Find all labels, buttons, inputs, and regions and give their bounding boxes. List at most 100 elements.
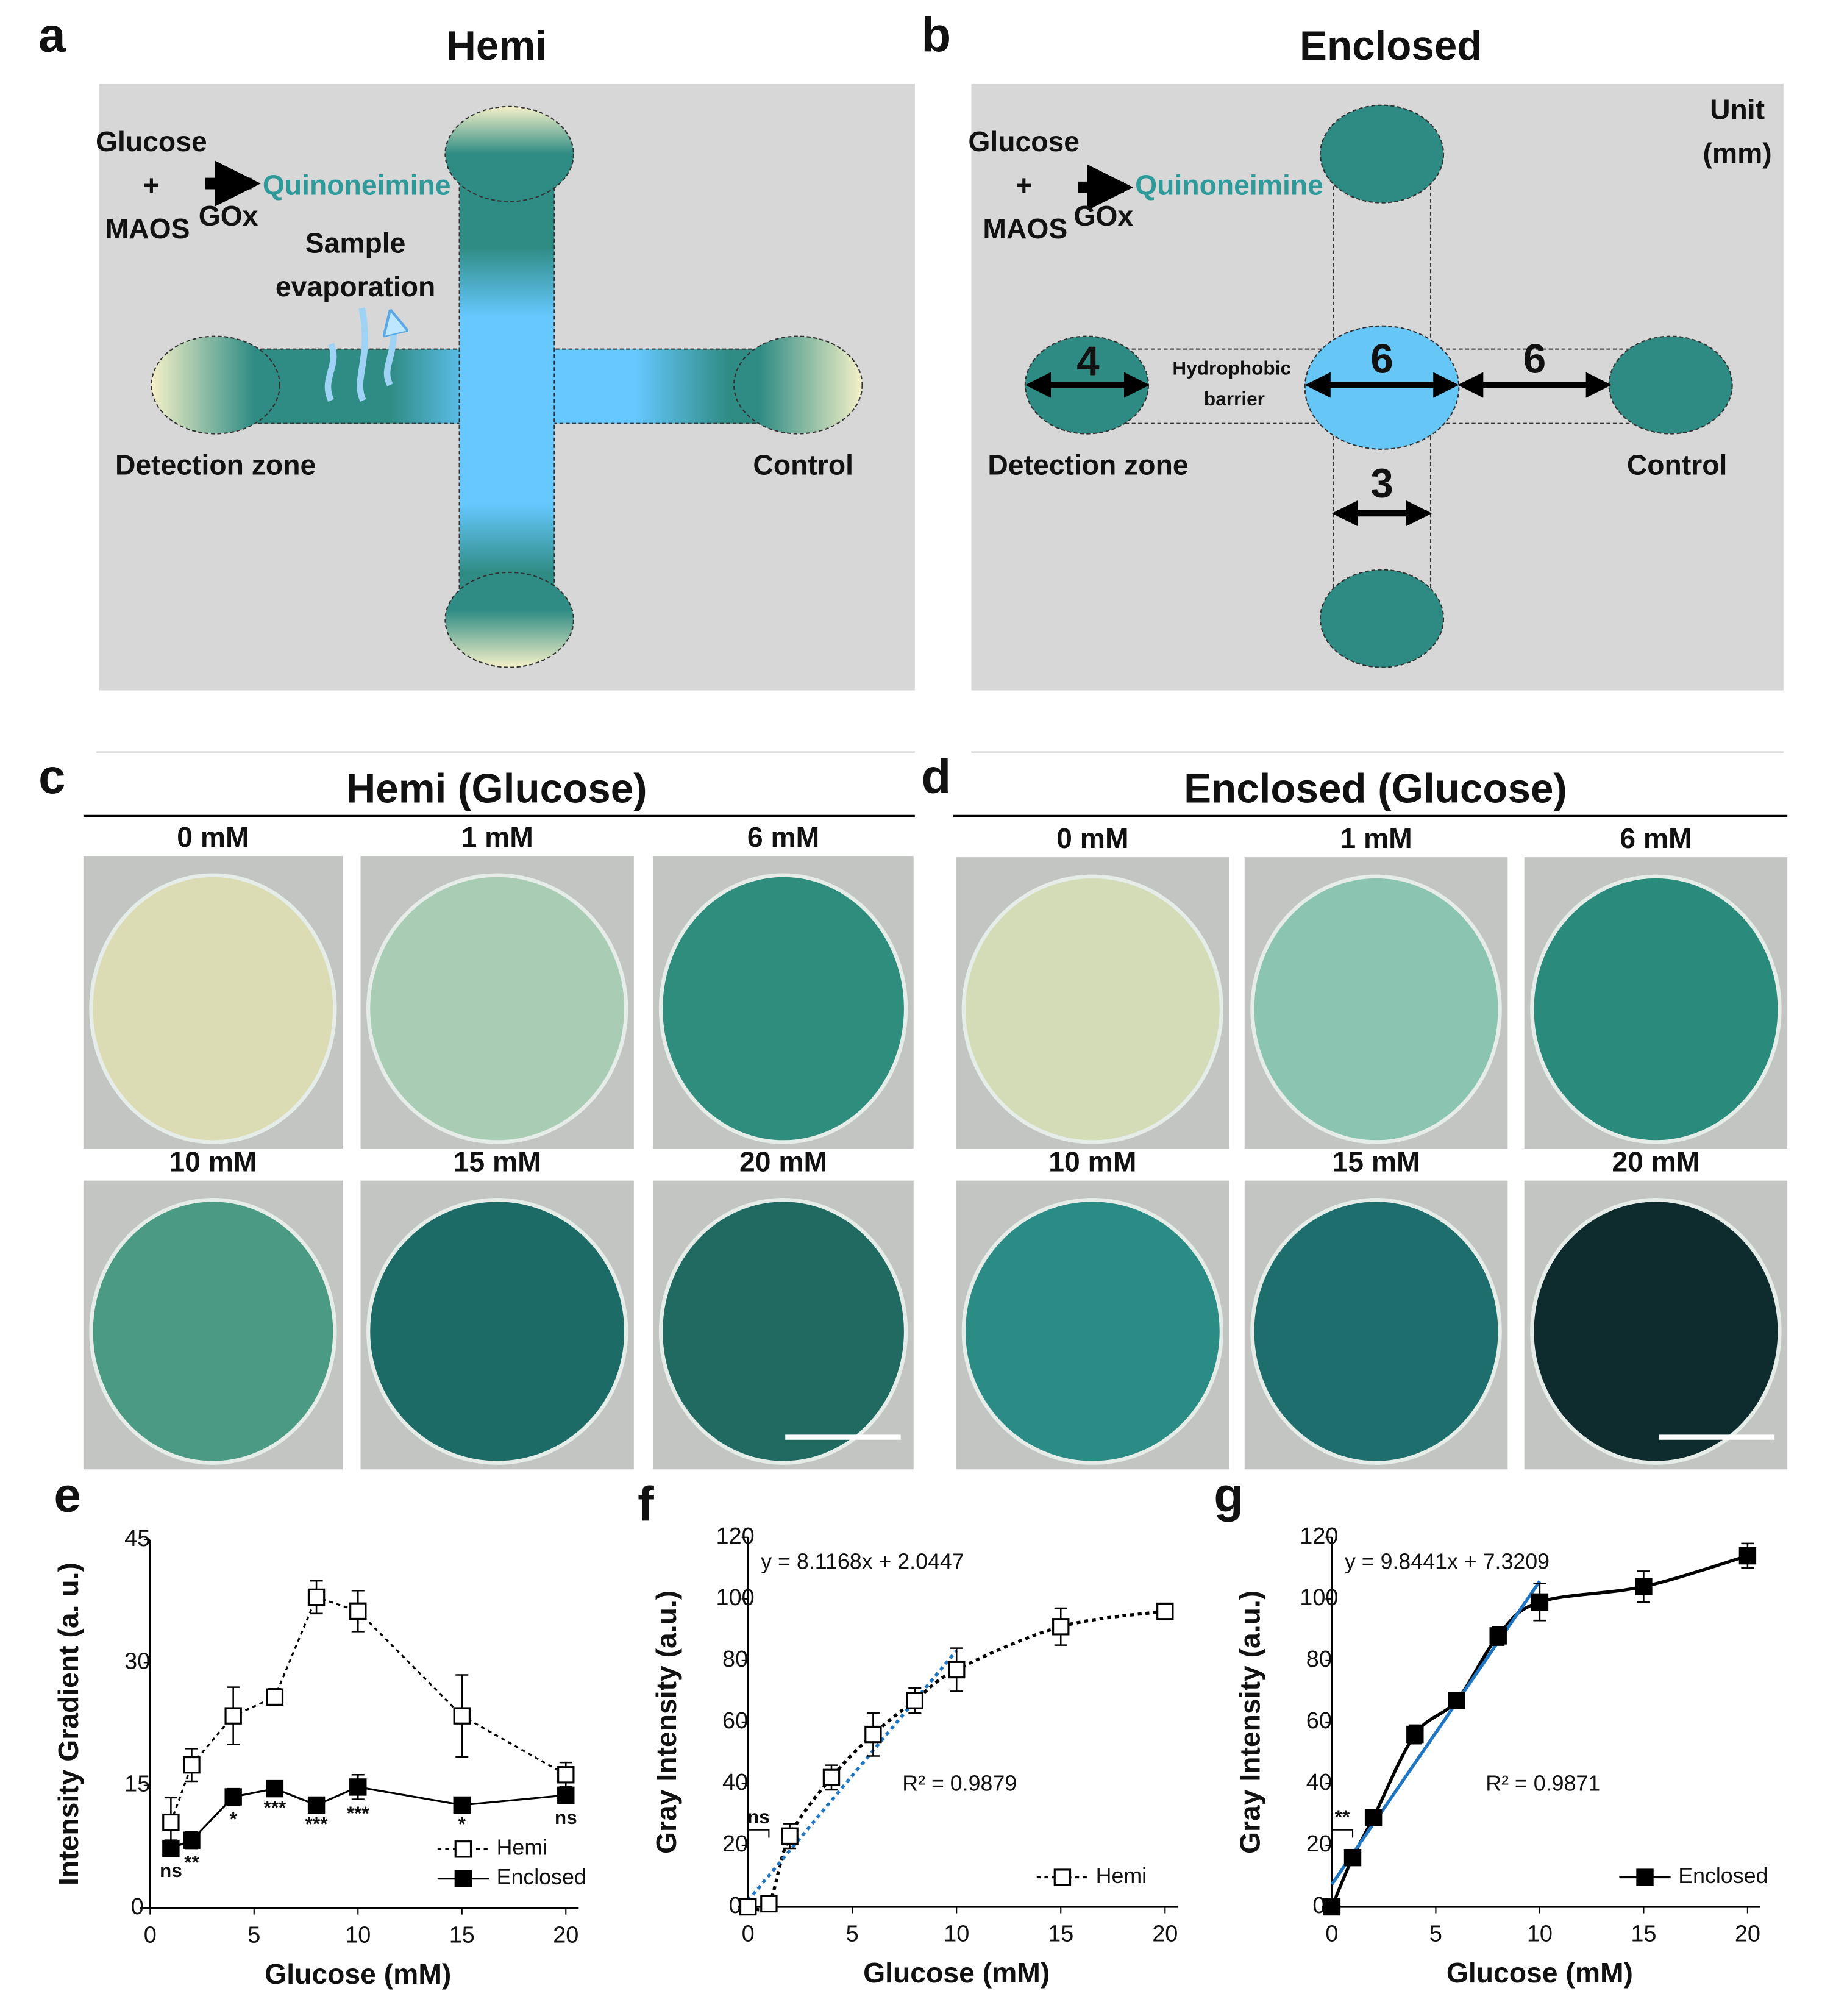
panel-letter: a (38, 7, 66, 62)
data-point (781, 1827, 799, 1845)
significance-label: ** (184, 1851, 199, 1873)
concentration-label: 10 mM (169, 1145, 257, 1177)
enzyme: GOx (199, 200, 258, 232)
detection-spot (658, 1198, 908, 1465)
reactant: Glucose (968, 126, 1080, 157)
x-tick-label: 10 (944, 1921, 969, 1947)
evaporation-label: Sample (305, 227, 406, 258)
panel-d: d Enclosed (Glucose) (921, 749, 1788, 817)
evaporation-label: evaporation (276, 271, 435, 302)
data-point (453, 1707, 471, 1725)
data-point (1406, 1725, 1424, 1744)
concentration-label: 0 mM (177, 821, 249, 853)
y-axis-label: Gray Intensity (a.u.) (650, 1590, 682, 1854)
x-tick-label: 0 (1325, 1921, 1338, 1947)
legend-label: Hemi (1096, 1864, 1147, 1888)
data-point (307, 1796, 326, 1814)
y-tick-label: 80 (1306, 1647, 1332, 1672)
y-axis-label: Gray Intensity (a.u.) (1234, 1590, 1266, 1854)
x-axis-label: Glucose (mM) (1447, 1957, 1633, 1989)
data-point (864, 1725, 882, 1744)
y-tick-label: 45 (124, 1526, 150, 1551)
zone (151, 335, 280, 435)
concentration-label: 6 mM (1620, 822, 1692, 854)
barrier-label: Hydrophobic (1172, 357, 1291, 379)
dimension-label: 4 (1076, 339, 1100, 385)
concentration-label: 6 mM (747, 821, 819, 853)
panel-title: Hemi (Glucose) (346, 766, 647, 812)
product: Quinoneimine (1135, 169, 1323, 201)
dimension-label: 6 (1370, 336, 1393, 382)
detection-spot (366, 873, 628, 1144)
y-tick-label: 120 (716, 1523, 755, 1549)
fit-equation: y = 8.1168x + 2.0447 (761, 1549, 964, 1573)
y-tick-label: 100 (1300, 1585, 1338, 1611)
detection-spot (658, 873, 908, 1144)
significance-label: ** (1335, 1806, 1350, 1828)
y-tick-label: 40 (1306, 1770, 1332, 1795)
evaporation-arrows (324, 308, 394, 402)
data-point (349, 1778, 367, 1796)
concentration-label: 15 mM (1332, 1145, 1420, 1177)
data-point (1156, 1602, 1174, 1620)
data-point (349, 1602, 367, 1620)
y-tick-label: 80 (722, 1647, 748, 1672)
detection-spot (89, 873, 337, 1144)
panel-title: Enclosed (1300, 23, 1482, 69)
legend-marker (1053, 1868, 1072, 1886)
y-axis-label: Intensity Gradient (a. u.) (52, 1562, 84, 1886)
concentration-label: 20 mM (739, 1145, 827, 1177)
x-tick-label: 15 (1631, 1921, 1656, 1947)
data-point (1531, 1593, 1549, 1611)
legend-marker (454, 1870, 472, 1887)
legend-label: Enclosed (497, 1865, 586, 1889)
chart: e 0 15 30 45 0 5 10 15 20 Glucose (mM) Intensity Gr… (52, 1468, 586, 1990)
detection-spot (1530, 1198, 1782, 1465)
panel-letter: f (638, 1476, 654, 1531)
x-tick-label: 5 (1429, 1921, 1442, 1947)
detection-spot (89, 1198, 337, 1465)
r-squared: R² = 0.9871 (1486, 1771, 1600, 1795)
data-point (948, 1661, 966, 1679)
data-point (557, 1766, 575, 1784)
y-tick-label: 30 (124, 1648, 150, 1674)
y-tick-label: 100 (716, 1585, 755, 1611)
panel-a: a Hemi Glucose + MAOS GOx Quinoneimine S… (38, 7, 915, 691)
panel-b: b Enclosed Glucose + MAOS GOx Quinoneimi… (921, 7, 1784, 691)
data-point (1448, 1692, 1465, 1709)
detection-spot (961, 1198, 1224, 1465)
data-point (224, 1788, 242, 1806)
y-tick-label: 60 (722, 1708, 748, 1734)
detection-spot (1250, 1198, 1502, 1465)
significance-label: *** (305, 1813, 329, 1835)
y-tick-label: 0 (729, 1893, 742, 1918)
zone (1319, 104, 1445, 204)
x-tick-label: 20 (1152, 1921, 1178, 1947)
zone (1319, 569, 1445, 668)
panel-letter: g (1214, 1468, 1244, 1522)
significance-label: ns (160, 1859, 182, 1881)
detection-spot (1250, 874, 1502, 1144)
detection-spot (961, 874, 1224, 1144)
zone (444, 571, 574, 668)
y-tick-label: 40 (722, 1770, 748, 1795)
x-tick-label: 5 (846, 1921, 859, 1947)
data-point (162, 1839, 180, 1857)
concentration-label: 20 mM (1612, 1145, 1699, 1177)
data-point (822, 1768, 841, 1787)
r-squared: R² = 0.9879 (902, 1771, 1017, 1795)
product: Quinoneimine (263, 169, 451, 201)
dimension-label: 3 (1370, 461, 1393, 507)
zone (1608, 335, 1733, 435)
zone (733, 335, 863, 435)
panel-c: c Hemi (Glucose) (38, 749, 915, 817)
panel-letter: c (38, 749, 65, 803)
data-point (1364, 1809, 1383, 1826)
data-point (739, 1898, 757, 1916)
data-point (1323, 1898, 1341, 1916)
panel-letter: d (921, 749, 951, 803)
significance-label: ns (555, 1806, 577, 1828)
legend-marker (454, 1840, 472, 1858)
significance-label: *** (263, 1797, 286, 1818)
